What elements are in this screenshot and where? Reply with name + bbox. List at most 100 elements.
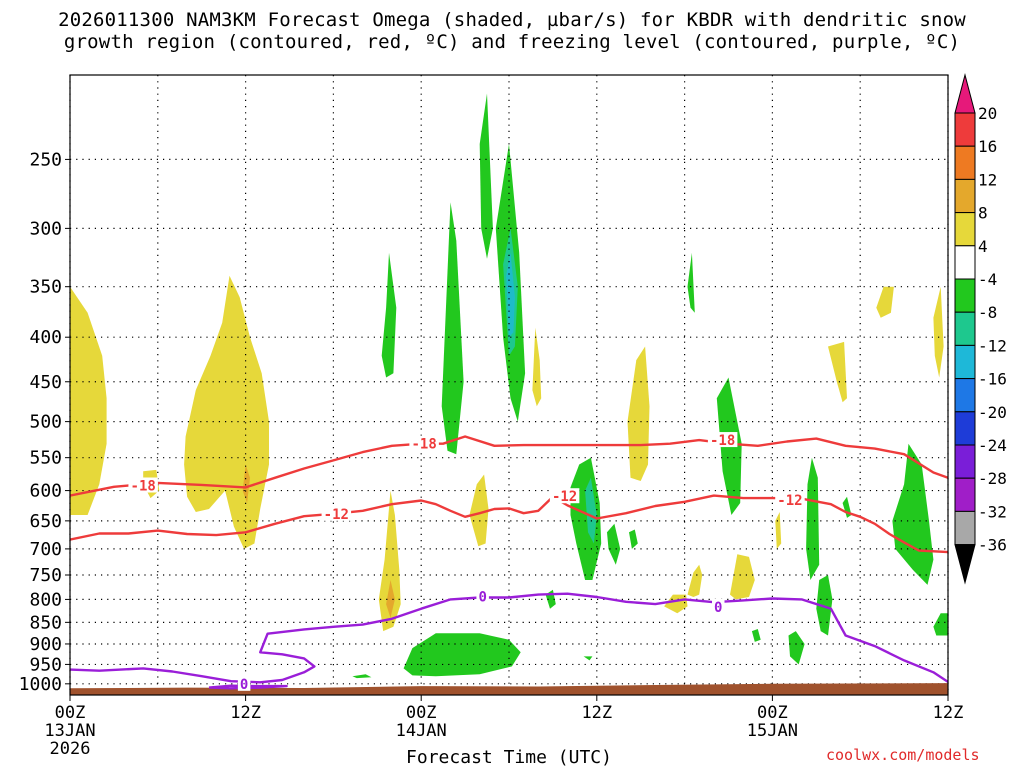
y-tick-label: 900 [29,634,62,655]
y-tick-label: 600 [29,481,62,502]
sinking-omega-region [352,674,372,679]
contour-label-background [476,588,489,604]
colorbar-band [954,510,976,546]
rising-omega-region [687,564,703,597]
colorbar-label: -16 [978,370,1007,389]
colorbar-band [954,344,976,380]
contour-label: -18 [131,479,156,495]
sinking-omega-region [806,457,820,580]
x-tick-label: 12Z [581,703,612,723]
x-tick-label: 00Z [55,703,86,723]
colorbar-label: -24 [978,436,1007,455]
contour-label-background [409,435,439,451]
sinking-omega-region [751,629,761,642]
colorbar-band [954,112,976,147]
rising-omega-region [70,286,107,515]
colorbar-label: -36 [978,536,1007,555]
sinking-omega-region [788,631,805,665]
rising-omega-region [876,286,894,318]
contour-label-background [549,488,580,504]
sinking-omega-region [687,252,695,313]
contour-label-background [321,505,352,521]
contour-label-background [712,598,725,614]
colorbar-label: 4 [978,237,988,256]
strong-omega-region [585,477,597,544]
x-tick-label: 14JAN [396,721,447,741]
colorbar-label: 20 [978,104,997,123]
y-tick-label: 500 [29,412,62,433]
y-tick-label: 400 [29,327,62,348]
contour-label: -12 [777,493,802,509]
y-tick-label: 850 [29,612,62,633]
y-tick-label: 650 [29,511,62,532]
contour-label: 0 [714,600,722,616]
y-tick-label: 1000 [19,674,62,695]
dgz-contour-line [70,494,948,554]
colorbar-label: 8 [978,204,988,223]
sinking-omega-region [479,93,493,259]
rising-omega-region [730,554,755,600]
colorbar-bottom-arrow [954,544,976,585]
contour-label: -12 [324,507,349,523]
colorbar-band [954,278,976,313]
rising-omega-region [664,594,688,614]
colorbar-label: -8 [978,303,997,322]
y-tick-label: 700 [29,539,62,560]
contour-label: 0 [478,590,486,606]
rising-omega-region [469,474,489,547]
x-tick-label: 00Z [406,703,437,723]
chart-title-line-1: 2026011300 NAM3KM Forecast Omega (shaded… [58,9,966,31]
x-tick-label: 12Z [230,703,261,723]
colorbar-band [954,411,976,446]
contour-label: -18 [411,437,436,453]
sinking-omega-region [892,443,934,585]
rising-omega-region [828,341,847,403]
strong-omega-region [242,464,250,503]
strong-omega-region [386,580,395,618]
contour-labels: -18 -18 -18 -12 -12 -12 0 0 0 [128,432,805,693]
contour-lines [70,435,948,690]
rising-omega-region [184,275,269,549]
colorbar-label: 16 [978,137,997,156]
colorbar-label: -28 [978,469,1007,488]
x-tick-label: 12Z [933,703,964,723]
y-axis: 2503003504004505005506006507007508008509… [19,149,70,695]
colorbar: 20 16 12 8 4 -4 -8 -12 -16 -20 -24 -28 -32 -36 [954,73,1007,585]
y-tick-label: 950 [29,654,62,675]
freezing-level-line [208,684,288,690]
y-tick-label: 250 [29,149,62,170]
x-tick-label: 13JAN [44,721,95,741]
sinking-omega-region [583,656,593,661]
colorbar-band [954,311,976,346]
ground-surface [70,683,948,695]
colorbar-band [954,178,976,214]
rising-omega-region [627,346,650,481]
freezing-level-line [70,592,948,684]
rising-omega-region [378,490,401,632]
ground-fill [70,683,948,695]
sinking-omega-region [607,523,621,565]
colorbar-band [954,245,976,280]
contour-label: -18 [710,433,735,449]
sinking-omega-region [381,252,397,378]
colorbar-band [954,145,976,180]
y-tick-label: 550 [29,448,62,469]
y-tick-label: 750 [29,565,62,586]
contour-label-background [237,675,251,691]
contour-label: -12 [552,489,577,505]
colorbar-top-arrow [954,73,976,114]
colorbar-label: -20 [978,403,1007,422]
strongest-omega-core [506,252,515,338]
contour-label-background [775,491,805,507]
credit-link[interactable]: coolwx.com/models [826,746,980,764]
sinking-omega-region [816,575,833,636]
sinking-omega-region [403,633,521,677]
contour-label-background [707,432,738,448]
y-tick-label: 350 [29,277,62,298]
contour-label: 0 [240,677,248,693]
x-tick-label: 15JAN [747,721,798,741]
colorbar-band [954,378,976,413]
sinking-omega-region [933,613,948,636]
